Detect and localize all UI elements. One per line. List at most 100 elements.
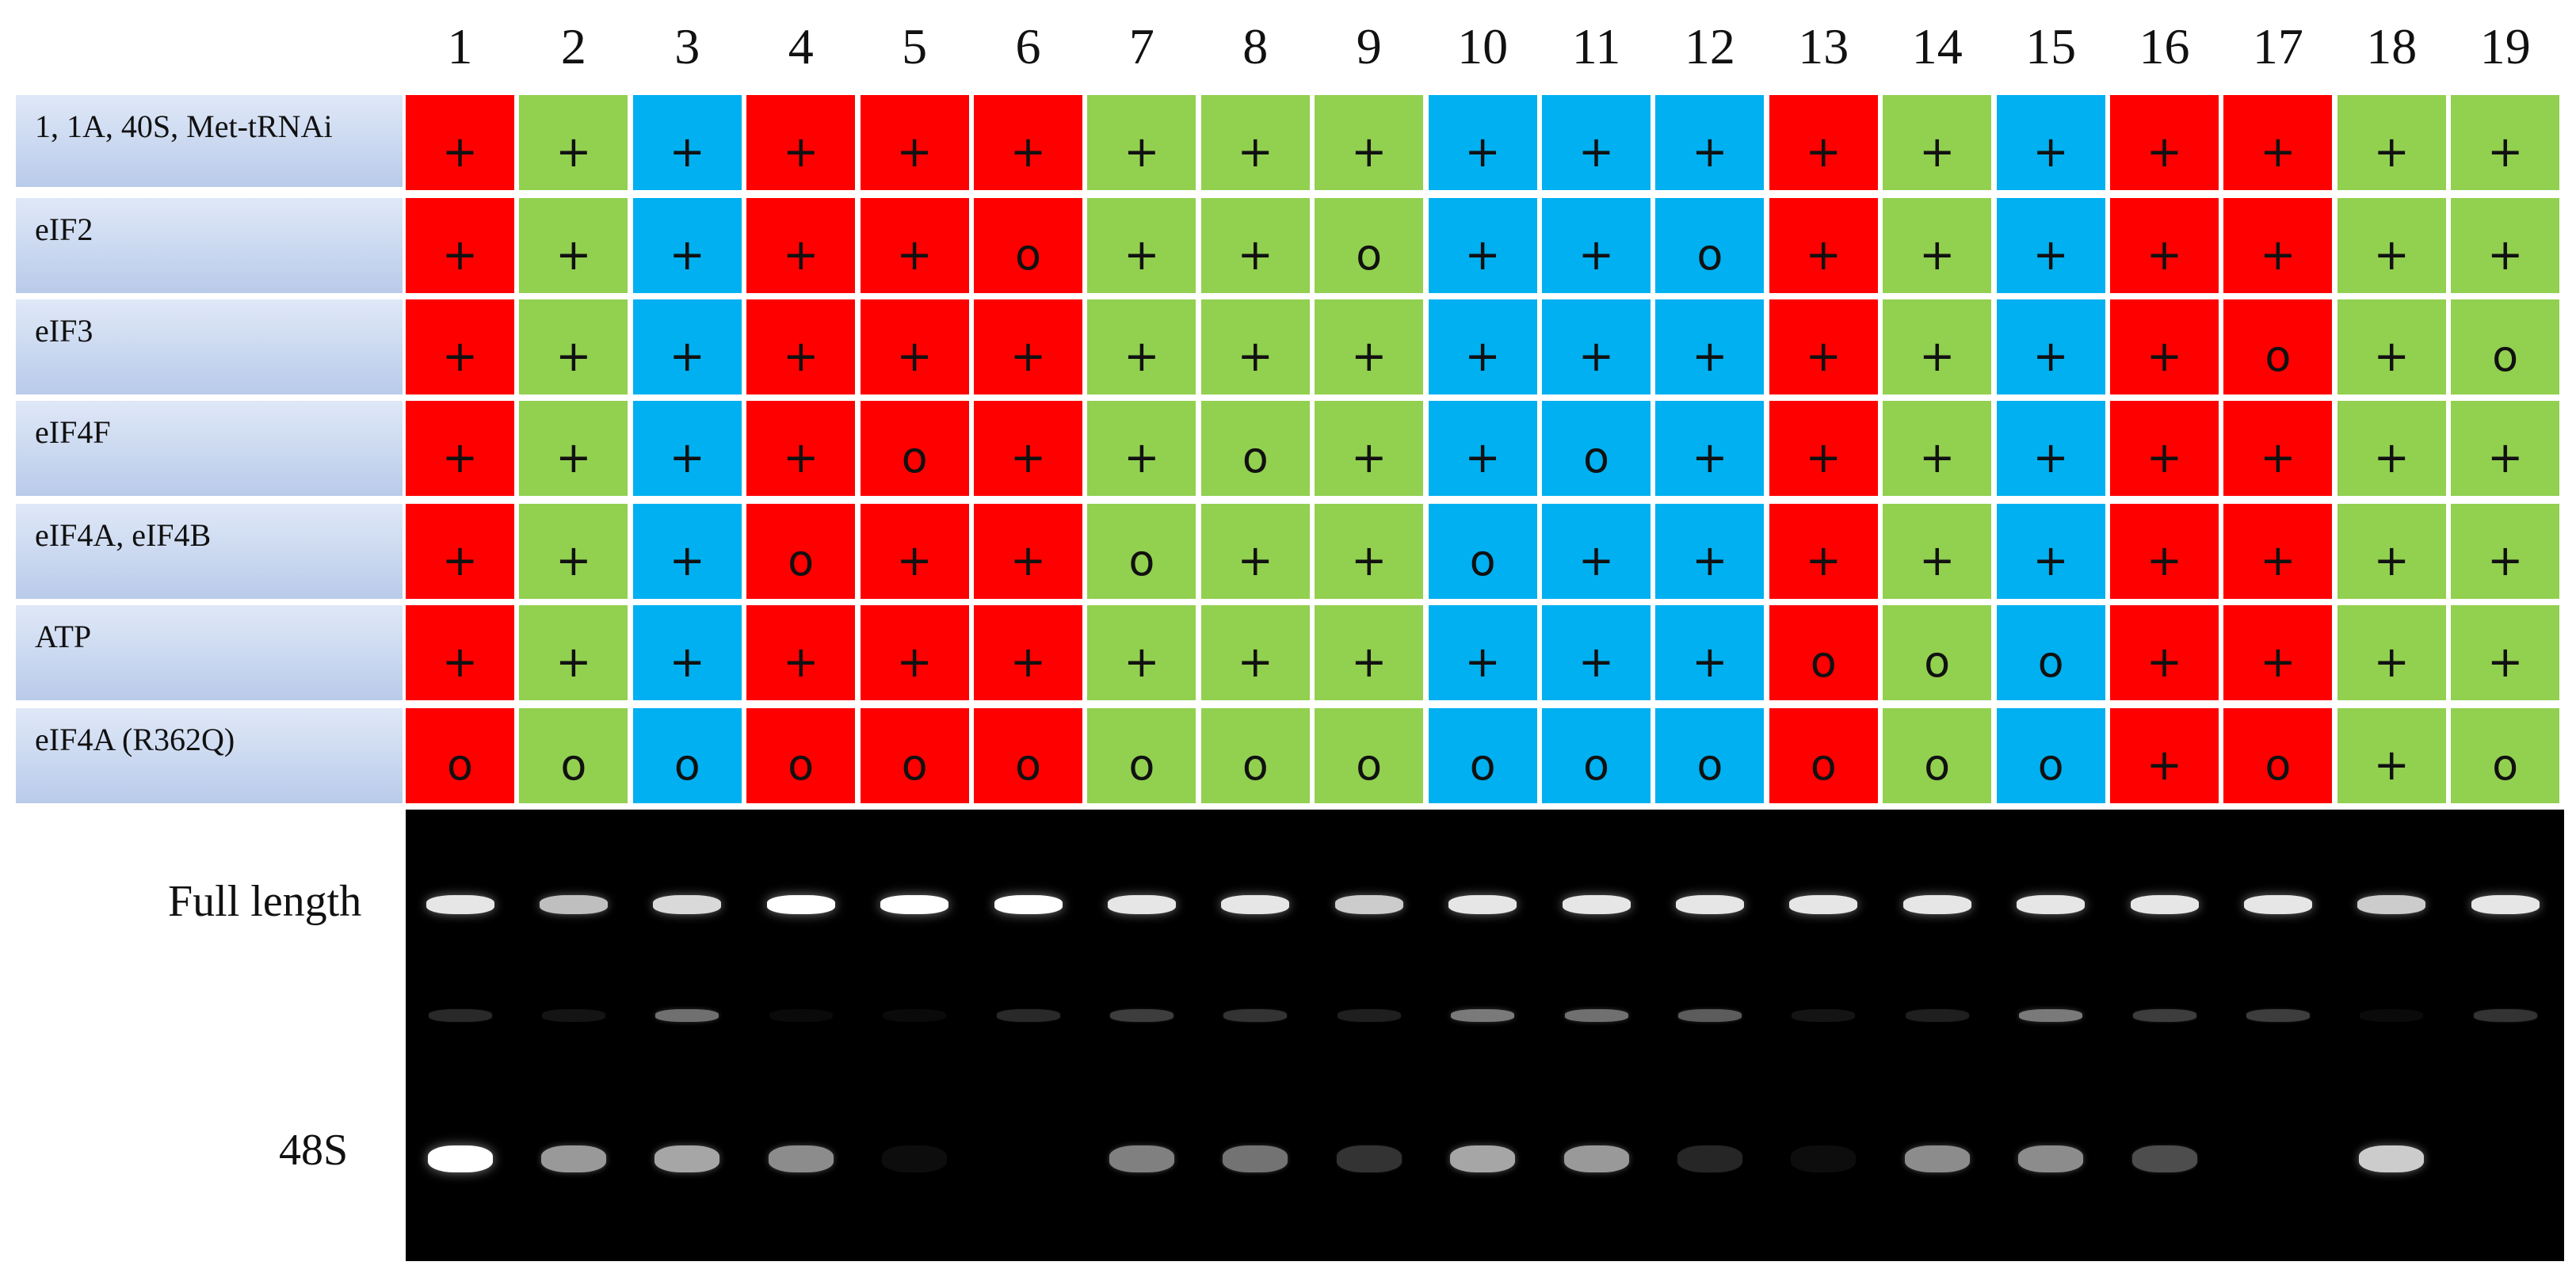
lane-number: 7 [1128,18,1154,74]
condition-cell: o [2223,299,2333,394]
lane-number: 12 [1684,18,1735,74]
condition-cell: + [1200,504,1310,599]
intermediate-band [2473,1009,2537,1022]
full-length-band [2471,895,2540,914]
condition-cell: + [1087,95,1196,190]
full-length-band [1107,895,1176,914]
intermediate-band [2246,1009,2310,1022]
condition-cell: + [1200,95,1310,190]
condition-cell: o [1883,708,1992,803]
condition-cell: + [2223,95,2333,190]
condition-cell: + [2337,605,2446,700]
lane-number: 2 [560,18,586,74]
condition-cell: + [406,401,514,496]
p48s-band [540,1145,606,1172]
lane-number: 4 [788,18,814,74]
full-length-band [1675,895,1744,914]
condition-cell: + [2451,605,2560,700]
condition-cell: + [1315,605,1424,700]
condition-cell: + [2110,605,2219,700]
condition-cell: + [860,198,969,293]
intermediate-band [1337,1009,1401,1022]
condition-cell: o [632,708,742,803]
condition-cell: + [1769,299,1878,394]
p48s-band [1563,1145,1629,1172]
condition-cell: + [1769,401,1878,496]
condition-cell: + [519,401,628,496]
condition-cell: o [1315,198,1424,293]
row-label: eIF4A, eIF4B [16,504,403,599]
p48s-band [654,1145,720,1172]
condition-cell: + [1996,299,2105,394]
condition-cell: o [860,708,969,803]
lane-number: 13 [1798,18,1849,74]
condition-cell: + [1542,504,1651,599]
intermediate-band [2019,1009,2083,1022]
full-length-band [426,895,494,914]
row-label: eIF3 [16,299,403,394]
row-label: 1, 1A, 40S, Met-tRNAi [16,95,403,187]
condition-cell: + [1428,95,1537,190]
condition-cell: + [974,504,1082,599]
p48s-band [1109,1145,1174,1172]
full-length-band [1789,895,1858,914]
condition-cell: + [1769,198,1878,293]
condition-cell: o [1996,605,2105,700]
lane-number: 8 [1242,18,1269,74]
condition-cell: + [2337,95,2446,190]
condition-cell: + [974,605,1082,700]
condition-cell: + [1428,299,1537,394]
condition-cell: + [2110,198,2219,293]
intermediate-band [655,1009,719,1022]
condition-cell: + [860,95,969,190]
condition-cell: + [1883,299,1992,394]
condition-cell: + [632,299,742,394]
condition-cell: + [1542,605,1651,700]
p48s-band [1223,1145,1288,1172]
p48s-band [427,1145,493,1172]
p48s-band [882,1145,948,1172]
p48s-band [1904,1145,1970,1172]
intermediate-band [996,1009,1060,1022]
condition-cell: o [1087,708,1196,803]
p48s-label: 48S [279,1126,349,1175]
row-label: eIF4A (R362Q) [16,708,403,803]
lane-number: 5 [902,18,928,74]
condition-cell: + [1315,299,1424,394]
full-length-band [1448,895,1517,914]
condition-cell: + [519,605,628,700]
condition-cell: + [2451,198,2560,293]
condition-cell: o [406,708,514,803]
condition-cell: + [2337,504,2446,599]
p48s-band [2131,1145,2197,1172]
condition-cell: + [2337,299,2446,394]
condition-cell: + [860,605,969,700]
condition-cell: + [2223,504,2333,599]
condition-cell: + [632,95,742,190]
condition-cell: + [1883,401,1992,496]
full-length-band [2130,895,2199,914]
intermediate-band [428,1009,492,1022]
condition-cell: + [406,198,514,293]
intermediate-band [1223,1009,1288,1022]
condition-cell: o [1883,605,1992,700]
condition-cell: + [1428,401,1537,496]
condition-cell: + [632,605,742,700]
intermediate-band [769,1009,833,1022]
condition-cell: o [974,708,1082,803]
condition-cell: + [2451,95,2560,190]
condition-cell: + [974,401,1082,496]
condition-cell: o [1542,401,1651,496]
intermediate-band [2132,1009,2196,1022]
lane-number: 6 [1015,18,1041,74]
condition-cell: + [406,605,514,700]
condition-cell: + [1087,198,1196,293]
intermediate-band [1451,1009,1515,1022]
condition-cell: o [1655,198,1765,293]
condition-cell: + [1769,504,1878,599]
condition-cell: o [2451,708,2560,803]
condition-cell: o [2223,708,2333,803]
lane-number: 15 [2025,18,2077,74]
condition-cell: + [2110,299,2219,394]
condition-cell: + [1315,95,1424,190]
